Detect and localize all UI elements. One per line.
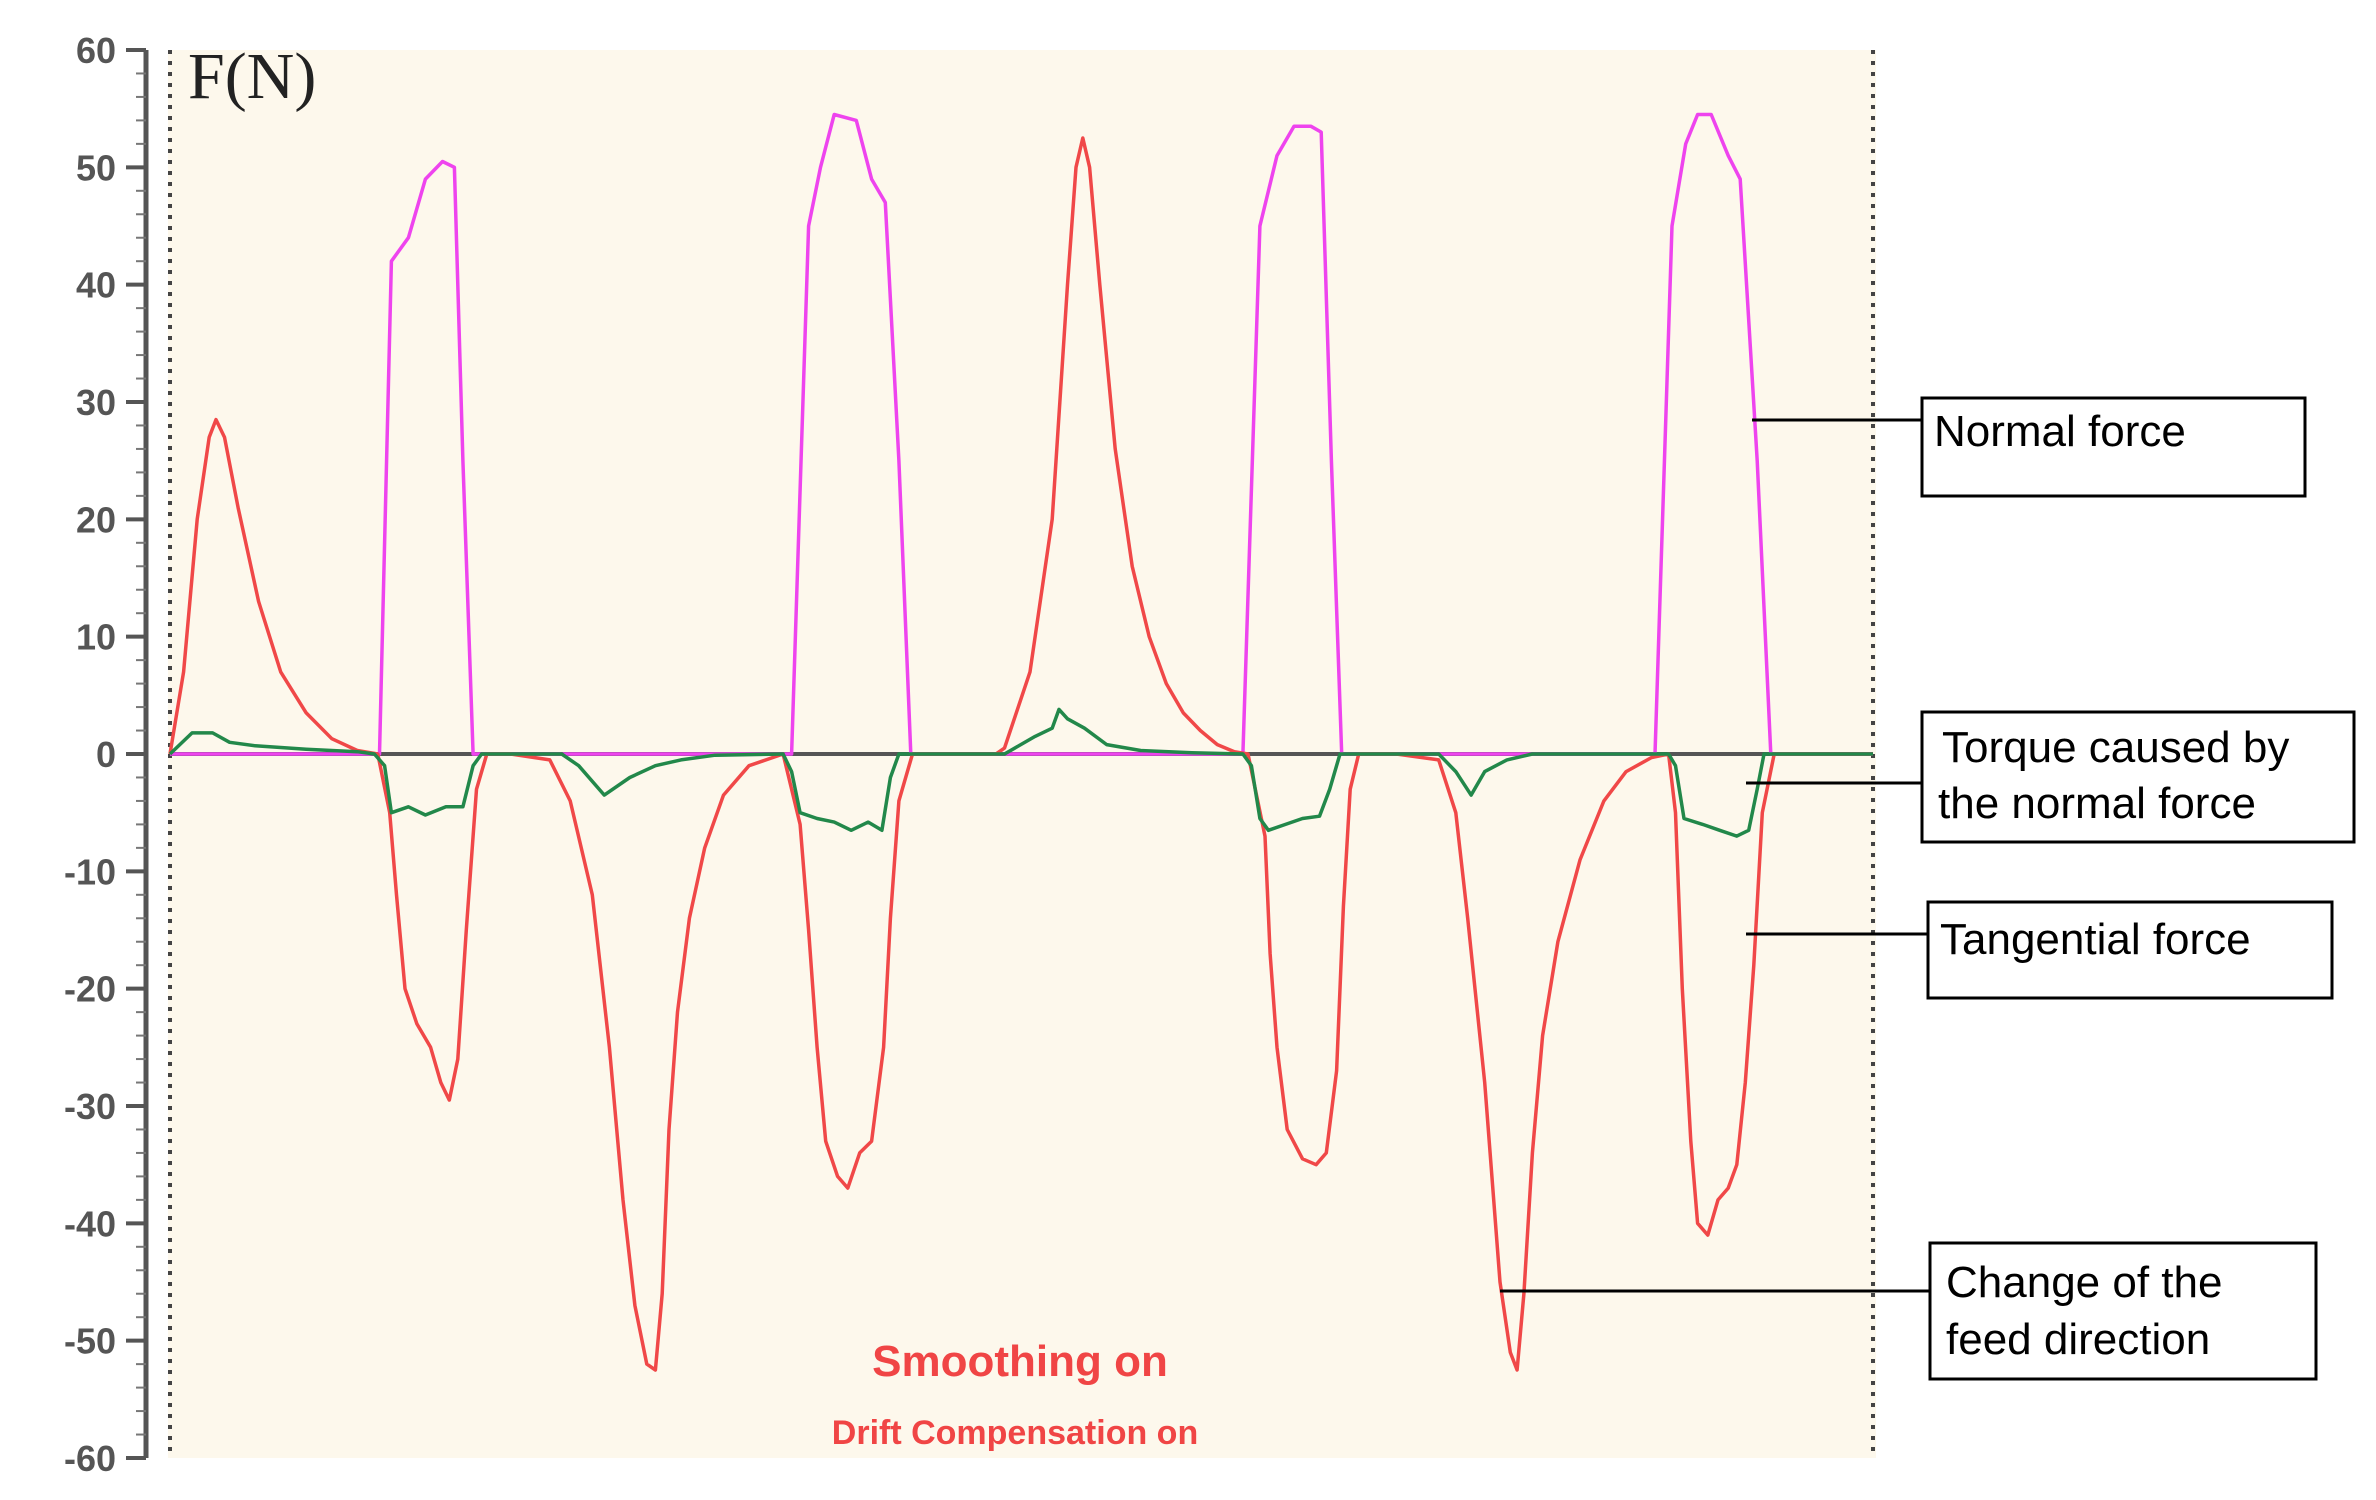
- y-tick-label: -50: [64, 1321, 116, 1362]
- status-drift-compensation: Drift Compensation on: [832, 1414, 1198, 1452]
- y-tick-label: -60: [64, 1438, 116, 1479]
- y-axis-title: F(N): [188, 40, 316, 113]
- y-tick-label: 10: [76, 617, 116, 658]
- y-tick-label: 40: [76, 265, 116, 306]
- y-tick-label: 0: [96, 734, 116, 775]
- callout-box: [1928, 1241, 2318, 1381]
- torque-series: [168, 707, 1873, 838]
- status-smoothing: Smoothing on: [872, 1337, 1168, 1386]
- tangential-force-series: [168, 136, 1873, 1372]
- callout-torque: Torque caused by the normal force: [1746, 710, 2356, 844]
- callout-normal-force: Normal force: [1752, 396, 2307, 498]
- y-tick-label: -20: [64, 969, 116, 1010]
- y-tick-label: 20: [76, 499, 116, 540]
- callout-box: [1920, 710, 2356, 844]
- callout-text-line: Torque caused by: [1942, 723, 2289, 772]
- callout-text-line: Change of the: [1946, 1258, 2222, 1307]
- callout-box: [1926, 900, 2334, 1000]
- callout-text-line: Normal force: [1934, 407, 2186, 456]
- normal-force-series: [170, 112, 1873, 756]
- y-axis: 60 50 40 30 20 10 0 -10 -20 -30 -40 -50 -60: [64, 30, 149, 1479]
- y-tick-label: -30: [64, 1086, 116, 1127]
- callout-text-line: the normal force: [1938, 779, 2256, 828]
- y-axis-minor-ticks: [136, 72, 146, 1436]
- y-tick-label: 60: [76, 30, 116, 71]
- y-tick-label: -40: [64, 1203, 116, 1244]
- y-axis-major-ticks: 60 50 40 30 20 10 0 -10 -20 -30 -40 -50 -60: [64, 30, 146, 1479]
- y-tick-label: 30: [76, 382, 116, 423]
- callout-feed-direction: Change of the feed direction: [1500, 1241, 2318, 1381]
- callout-box: [1920, 396, 2307, 498]
- callout-text-line: feed direction: [1946, 1315, 2210, 1364]
- callout-text-line: Tangential force: [1940, 915, 2251, 964]
- series-layer: [168, 112, 1873, 1372]
- callout-tangential-force: Tangential force: [1746, 900, 2334, 1000]
- y-tick-label: 50: [76, 147, 116, 188]
- y-tick-label: -10: [64, 851, 116, 892]
